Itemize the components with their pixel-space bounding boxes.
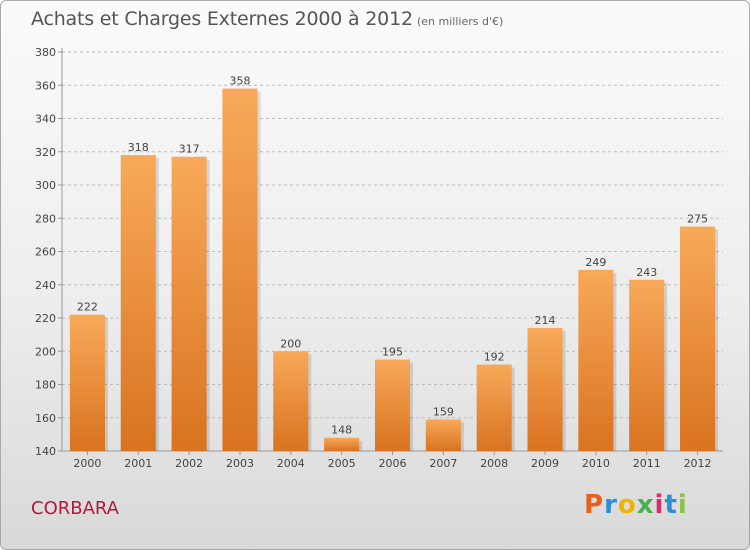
data-label: 275 (687, 213, 708, 226)
bar (324, 437, 360, 451)
bar (629, 279, 665, 451)
x-tick-label: 2003 (226, 457, 254, 470)
x-tick-label: 2007 (429, 457, 457, 470)
y-tick-label: 280 (35, 212, 56, 225)
y-tick-label: 140 (35, 445, 56, 458)
y-tick-label: 160 (35, 412, 56, 425)
y-tick-label: 220 (35, 312, 56, 325)
y-tick-label: 340 (35, 113, 56, 126)
bar (374, 359, 411, 451)
data-label: 243 (636, 266, 657, 279)
data-label: 358 (229, 75, 250, 88)
data-label: 195 (382, 346, 403, 359)
y-tick-label: 200 (35, 345, 56, 358)
x-tick-label: 2009 (531, 457, 559, 470)
x-tick-label: 2008 (480, 457, 508, 470)
y-tick-label: 320 (35, 146, 56, 159)
y-tick-label: 180 (35, 379, 56, 392)
y-tick-label: 240 (35, 279, 56, 292)
data-label: 249 (585, 256, 606, 269)
bar (578, 269, 614, 451)
y-tick-label: 260 (35, 246, 56, 259)
data-label: 317 (179, 143, 200, 156)
bar (69, 314, 105, 451)
x-tick-label: 2000 (73, 457, 101, 470)
bar (476, 364, 512, 451)
chart-title: Achats et Charges Externes 2000 à 2012 (31, 8, 413, 30)
data-label: 192 (484, 351, 505, 364)
x-tick-label: 2002 (175, 457, 203, 470)
x-tick-label: 2011 (633, 457, 661, 470)
bar (120, 155, 156, 451)
bar (222, 88, 258, 451)
bar (425, 419, 461, 451)
bar (527, 327, 563, 451)
bar (680, 226, 716, 451)
x-tick-label: 2006 (379, 457, 407, 470)
bar (171, 156, 207, 452)
y-tick-label: 380 (35, 46, 56, 59)
x-tick-label: 2001 (124, 457, 152, 470)
chart-unit: (en milliers d'€) (417, 15, 504, 28)
bar (273, 351, 309, 451)
y-tick-label: 300 (35, 179, 56, 192)
data-label: 318 (128, 141, 149, 154)
data-label: 159 (433, 405, 454, 418)
data-label: 148 (331, 424, 352, 437)
proxiti-logo: Proxiti (584, 490, 688, 520)
x-tick-label: 2010 (582, 457, 610, 470)
data-label: 200 (280, 337, 301, 350)
commune-name: CORBARA (31, 498, 119, 519)
x-tick-label: 2012 (684, 457, 712, 470)
data-label: 222 (77, 301, 98, 314)
x-tick-label: 2005 (328, 457, 356, 470)
x-tick-label: 2004 (277, 457, 305, 470)
y-tick-label: 360 (35, 79, 56, 92)
data-label: 214 (535, 314, 556, 327)
